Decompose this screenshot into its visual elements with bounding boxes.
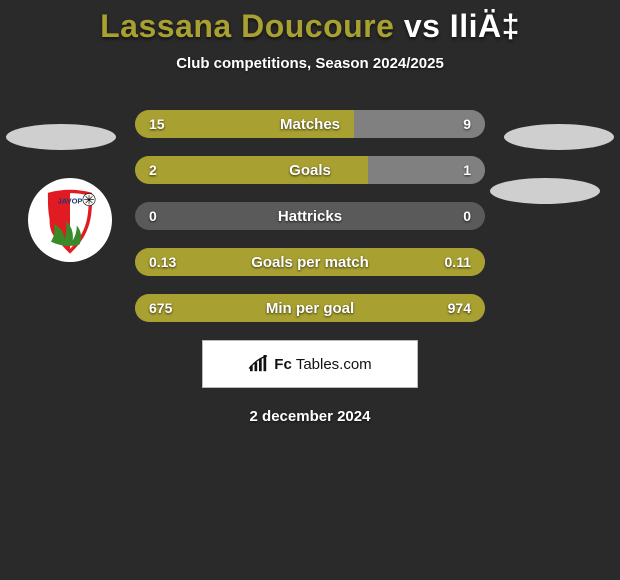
- player-right-name: IliÄ‡: [450, 8, 520, 44]
- stat-value-left: 0.13: [135, 254, 205, 270]
- player-right-photo-placeholder: [504, 124, 614, 150]
- stat-row: 15Matches9: [135, 110, 485, 138]
- player-left-photo-placeholder: [6, 124, 116, 150]
- stat-value-right: 0: [415, 208, 485, 224]
- brand-strong: Fc: [274, 356, 292, 373]
- subtitle: Club competitions, Season 2024/2025: [0, 55, 620, 72]
- stat-value-right: 1: [415, 162, 485, 178]
- vs-separator: vs: [404, 8, 441, 44]
- source-attribution: FcTables.com: [202, 340, 418, 388]
- stat-value-left: 675: [135, 300, 205, 316]
- stat-row: 0Hattricks0: [135, 202, 485, 230]
- stat-row: 2Goals1: [135, 156, 485, 184]
- player-left-name: Lassana Doucoure: [100, 8, 394, 44]
- stat-row: 675Min per goal974: [135, 294, 485, 322]
- stat-value-left: 2: [135, 162, 205, 178]
- stat-row: 0.13Goals per match0.11: [135, 248, 485, 276]
- stat-label: Hattricks: [205, 208, 415, 225]
- stat-value-right: 974: [415, 300, 485, 316]
- stat-label: Matches: [205, 116, 415, 133]
- bar-chart-icon: [248, 355, 270, 373]
- stat-label: Min per goal: [205, 300, 415, 317]
- stat-value-left: 15: [135, 116, 205, 132]
- stat-value-right: 0.11: [415, 254, 485, 270]
- stat-label: Goals per match: [205, 254, 415, 271]
- stat-value-right: 9: [415, 116, 485, 132]
- generated-date: 2 december 2024: [0, 408, 620, 425]
- comparison-title: Lassana Doucoure vs IliÄ‡: [0, 0, 620, 45]
- svg-text:JAVOP: JAVOP: [58, 197, 83, 206]
- club-crest-icon: JAVOP: [36, 186, 104, 254]
- player-left-club-badge: JAVOP: [28, 178, 112, 262]
- player-right-club-placeholder: [490, 178, 600, 204]
- stat-value-left: 0: [135, 208, 205, 224]
- brand-rest: Tables.com: [296, 356, 372, 373]
- stat-label: Goals: [205, 162, 415, 179]
